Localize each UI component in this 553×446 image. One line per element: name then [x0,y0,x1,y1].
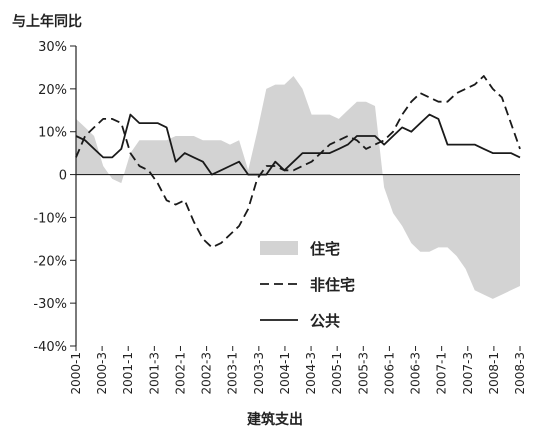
y-tick-label-1: 20% [38,83,67,98]
x-tick-label-6: 2003-1 [226,352,240,395]
legend-label-1: 非住宅 [310,276,355,294]
y-tick-label-6: -30% [33,297,67,312]
legend-label-0: 住宅 [310,240,340,258]
x-tick-label-14: 2007-1 [435,352,449,395]
x-tick-label-4: 2002-1 [173,352,187,395]
series-area-0 [76,76,520,299]
series-line-2 [75,113,521,176]
y-tick-label-2: 10% [38,126,67,141]
x-tick-label-0: 2000-1 [69,352,83,395]
y-tick-label-5: -20% [33,254,67,269]
x-tick-label-17: 2008-3 [513,352,527,395]
x-tick-label-8: 2004-1 [278,352,292,395]
y-tick-label-3: 0 [59,169,67,184]
x-tick-label-11: 2005-3 [356,352,370,395]
series-line-1 [75,75,521,249]
x-tick-label-9: 2004-3 [304,352,318,395]
y-axis-title: 与上年同比 [12,13,82,30]
y-tick-label-0: 30% [38,40,67,55]
x-tick-label-7: 2003-3 [252,352,266,395]
x-tick-label-13: 2006-3 [409,352,423,395]
x-tick-label-12: 2006-1 [382,352,396,395]
x-axis-title: 建筑支出 [247,411,303,428]
y-tick-label-7: -40% [33,340,67,355]
x-tick-label-1: 2000-3 [95,352,109,395]
x-tick-label-2: 2001-1 [121,352,135,395]
x-tick-label-10: 2005-1 [330,352,344,395]
legend-label-2: 公共 [310,312,340,330]
x-tick-label-16: 2008-1 [487,352,501,395]
x-tick-label-3: 2001-3 [147,352,161,395]
y-tick-label-4: -10% [33,211,67,226]
x-tick-label-15: 2007-3 [461,352,475,395]
x-tick-label-5: 2002-3 [200,352,214,395]
legend-swatch-0 [260,241,298,255]
